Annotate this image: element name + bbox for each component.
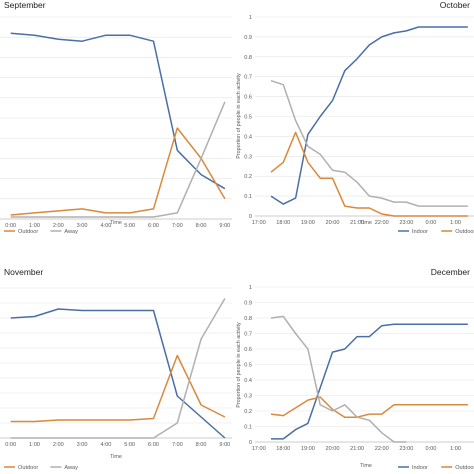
x-tick-label: 20:00 [326, 220, 340, 226]
x-tick-label: 21:00 [350, 446, 364, 452]
x-tick-label: 17:00 [252, 446, 266, 452]
legend-entry: Outdoor [455, 229, 474, 235]
x-tick-label: 4:00 [100, 442, 111, 448]
series-line-1 [10, 127, 226, 216]
chart-panel-0: 0:00 1:00 2:00 3:00 4:00 5:00 6:00 7:00 8:00 9:00… [0, 0, 232, 235]
x-tick-label: 2:00 [53, 442, 64, 448]
chart-title: November [4, 267, 43, 277]
x-tick-label: 1:00 [29, 223, 40, 229]
y-tick-label: 0.9 [244, 301, 252, 307]
x-tick-label: 1:00 [450, 220, 461, 226]
y-tick-label: 0.5 [244, 363, 252, 369]
x-tick-label: 9:00 [219, 223, 230, 229]
y-tick-label: 0.2 [244, 409, 252, 415]
y-tick-label: 0.3 [244, 394, 252, 400]
x-tick-label: 3:00 [77, 223, 88, 229]
x-tick-label: 23:00 [399, 446, 413, 452]
y-tick-label: 0.3 [244, 154, 252, 160]
x-axis-title: Time [360, 463, 372, 469]
x-tick-label: 1:00 [29, 442, 40, 448]
y-tick-label: 1 [249, 285, 252, 291]
x-tick-label: 1:00 [450, 446, 461, 452]
x-tick-label: 7:00 [172, 442, 183, 448]
y-tick-label: 0.1 [244, 425, 252, 431]
x-tick-label: 0:00 [5, 223, 16, 229]
chart-title: December [431, 267, 470, 277]
x-tick-label: 5:00 [124, 223, 135, 229]
y-tick-label: 0.6 [244, 95, 252, 101]
x-tick-label: 19:00 [301, 446, 315, 452]
series-line-0 [10, 32, 226, 190]
x-tick-label: 9:00 [219, 442, 230, 448]
x-tick-label: 18:00 [276, 220, 290, 226]
y-tick-label: 0.8 [244, 55, 252, 61]
y-tick-label: 0.6 [244, 347, 252, 353]
chart-panel-3: 0 0.1 0.2 0.3 0.4 0.5 0.6 0.7 0.8 0.9 1 17:00 18:00 1… [236, 267, 474, 471]
y-tick-label: 0 [249, 214, 252, 220]
series-line-2 [10, 101, 226, 218]
x-tick-label: 19:00 [301, 220, 315, 226]
x-tick-label: 18:00 [276, 446, 290, 452]
y-tick-label: 0.4 [244, 134, 252, 140]
x-tick-label: 2:00 [53, 223, 64, 229]
y-tick-label: 0.7 [244, 332, 252, 338]
y-axis-title: Proportion of people in each activity [236, 322, 242, 408]
y-tick-label: 0.8 [244, 316, 252, 322]
x-tick-label: 5:00 [124, 442, 135, 448]
series-line-0 [271, 323, 468, 440]
x-tick-label: 21:00 [350, 220, 364, 226]
series-line-1 [270, 131, 468, 217]
x-axis-title: Time [110, 220, 122, 226]
y-axis-title: Proportion of people in each activity [236, 73, 242, 159]
x-tick-label: 23:00 [399, 220, 413, 226]
chart-panel-1: 0 0.1 0.2 0.3 0.4 0.5 0.6 0.7 0.8 0.9 1 17:00 18:00 1… [236, 0, 474, 235]
y-tick-label: 0 [249, 440, 252, 446]
legend-entry: Indoor [412, 465, 428, 471]
series-line-0 [270, 26, 468, 205]
x-tick-label: 8:00 [196, 442, 207, 448]
series-line-1 [270, 396, 468, 418]
x-tick-label: 3:00 [77, 442, 88, 448]
x-tick-label: 0:00 [425, 220, 436, 226]
x-tick-label: 22:00 [375, 446, 389, 452]
y-tick-label: 0.7 [244, 75, 252, 81]
x-tick-label: 0:00 [5, 442, 16, 448]
legend-entry: Outdoor [455, 465, 474, 471]
x-tick-label: 22:00 [375, 220, 389, 226]
chart-title: September [4, 0, 46, 10]
y-tick-label: 1 [249, 15, 252, 21]
y-tick-label: 0.1 [244, 194, 252, 200]
series-line-2 [270, 315, 407, 443]
legend-entry: Outdoor [18, 465, 38, 471]
chart-title: October [440, 0, 470, 10]
legend-entry: Indoor [412, 229, 428, 235]
x-tick-label: 7:00 [172, 223, 183, 229]
x-tick-label: 6:00 [148, 223, 159, 229]
x-tick-label: 20:00 [326, 446, 340, 452]
y-tick-label: 0.2 [244, 174, 252, 180]
legend-entry: Away [64, 465, 78, 471]
y-tick-label: 0.4 [244, 378, 252, 384]
series-line-0 [10, 308, 226, 439]
legend-entry: Away [64, 229, 78, 235]
y-tick-label: 0.5 [244, 115, 252, 121]
x-tick-label: 0:00 [425, 446, 436, 452]
series-line-2 [10, 298, 226, 439]
series-line-2 [270, 79, 468, 207]
series-line-1 [10, 354, 226, 423]
legend-entry: Outdoor [18, 229, 38, 235]
x-axis-title: Time [360, 220, 372, 226]
x-tick-label: 4:00 [100, 223, 111, 229]
x-tick-label: 6:00 [148, 442, 159, 448]
y-tick-label: 0.9 [244, 35, 252, 41]
x-axis-title: Time [110, 454, 122, 460]
x-tick-label: 17:00 [252, 220, 266, 226]
chart-panel-2: 0:00 1:00 2:00 3:00 4:00 5:00 6:00 7:00 8:00 9:00… [0, 267, 232, 471]
x-tick-label: 8:00 [196, 223, 207, 229]
